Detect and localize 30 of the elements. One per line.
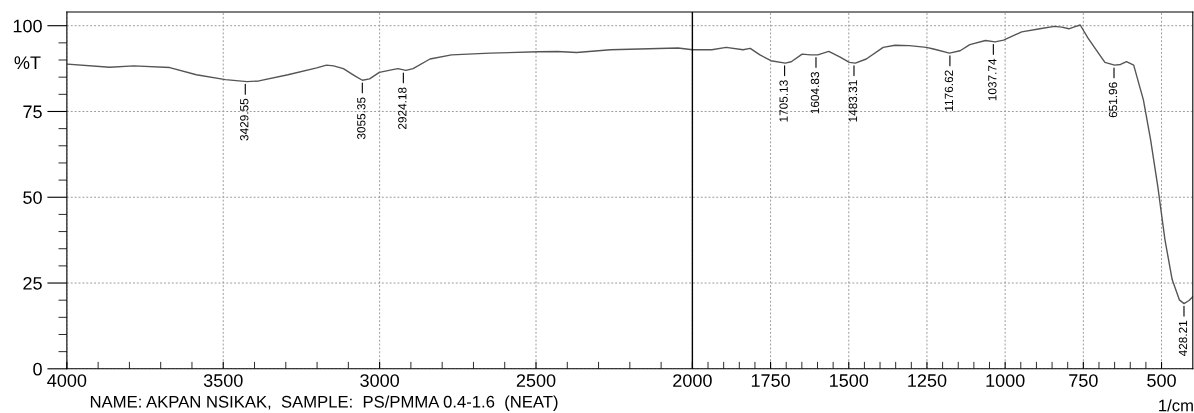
- x-tick-label: 750: [1069, 374, 1098, 387]
- line-series: [67, 24, 1193, 305]
- y-tick-label: 50: [23, 191, 42, 204]
- annotation: 1705.13: [779, 80, 788, 122]
- x-tick-label: 1750: [751, 374, 790, 387]
- y-tick-label: 100: [13, 19, 42, 33]
- y-tick-label: 25: [23, 276, 42, 290]
- x-tick-label: 1250: [908, 374, 947, 387]
- annotation: 2924.18: [398, 87, 407, 130]
- annotation: 3055.35: [357, 97, 366, 140]
- x-axis-title: 1/cm: [1159, 399, 1193, 412]
- x-tick-label: 4000: [47, 374, 87, 387]
- x-tick-label: 1500: [830, 374, 869, 387]
- x-tick-label: 2000: [673, 374, 712, 387]
- annotation: 1037.74: [988, 58, 997, 101]
- annotation: 1483.31: [848, 80, 858, 122]
- y-tick-label: 75: [23, 105, 42, 119]
- annotation: 428.21: [1178, 320, 1188, 357]
- text: NAME: AKPAN NSIKAK, SAMPLE: PS/PMMA 0.4-1.6 (NEAT): [90, 395, 558, 411]
- annotation: 3429.55: [240, 98, 249, 141]
- x-tick-label: 2500: [516, 374, 556, 387]
- x-tick-label: 500: [1147, 374, 1176, 387]
- x-tick-label: 3000: [360, 374, 399, 387]
- annotation: 1604.83: [810, 72, 820, 114]
- x-tick-label: 3500: [203, 374, 243, 387]
- annotation: 651.96: [1108, 82, 1118, 118]
- x-tick-label: 1000: [986, 374, 1025, 387]
- y-axis-title: %T: [14, 56, 41, 69]
- annotation: 1176.62: [944, 70, 954, 111]
- y-tick-label: 0: [33, 362, 42, 376]
